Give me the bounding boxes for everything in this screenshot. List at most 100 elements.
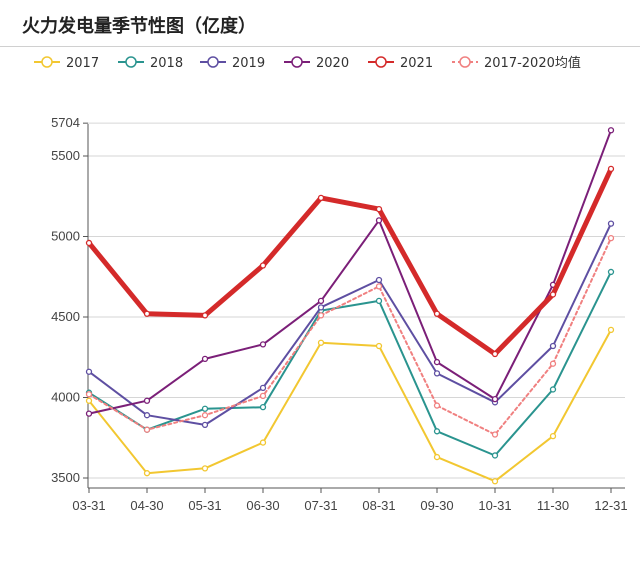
legend-swatch-marker: [291, 56, 303, 68]
data-point: [85, 397, 93, 404]
data-point: [375, 205, 383, 213]
data-point: [201, 405, 209, 412]
data-point: [607, 127, 615, 134]
grid-lines: [88, 122, 625, 479]
series-line: [88, 222, 612, 426]
data-point: [549, 386, 557, 393]
data-point: [433, 310, 441, 317]
data-point: [259, 404, 267, 411]
data-point: [259, 262, 267, 269]
data-point: [433, 370, 441, 377]
y-tick-label: 5000: [51, 229, 80, 244]
legend-label: 2021: [400, 56, 433, 71]
series-line: [88, 129, 612, 415]
legend-swatch-marker: [207, 56, 219, 68]
data-point: [491, 431, 499, 438]
data-point: [143, 470, 151, 477]
legend-label: 2017: [66, 56, 99, 71]
legend-swatch-marker: [459, 56, 471, 68]
data-point: [549, 342, 557, 350]
data-point: [607, 326, 615, 334]
series-line: [88, 270, 612, 457]
data-point: [607, 268, 615, 276]
x-tick-label: 04-30: [130, 498, 163, 513]
y-axis-ticks: 3500 4000 4500 5000 5500 5704: [51, 115, 88, 485]
y-tick-label: 3500: [51, 470, 80, 485]
data-point: [433, 358, 441, 366]
legend-swatch-marker: [125, 56, 137, 68]
data-point: [317, 312, 325, 319]
data-point: [375, 283, 383, 290]
data-point: [259, 439, 267, 446]
series-line: [88, 328, 612, 483]
data-point: [375, 342, 383, 350]
series-2020: [85, 127, 615, 417]
data-point: [143, 397, 151, 404]
series-2021: [85, 165, 615, 358]
x-tick-label: 10-31: [478, 498, 511, 513]
y-tick-label: 4500: [51, 309, 80, 324]
data-point: [317, 297, 325, 305]
data-point: [317, 304, 325, 311]
chart-title: 火力发电量季节性图（亿度）: [22, 16, 256, 37]
x-tick-label: 11-30: [537, 498, 569, 513]
legend-item[interactable]: 2017: [34, 56, 99, 71]
data-point: [549, 360, 557, 367]
data-point: [259, 384, 267, 391]
legend[interactable]: 2017 2018 2019 2020 2021 2017-2020均值: [34, 55, 581, 71]
data-point: [549, 291, 557, 298]
data-point: [607, 220, 615, 227]
data-point: [85, 391, 93, 398]
series-line: [86, 166, 614, 357]
title-divider: [0, 46, 640, 47]
x-tick-label: 05-31: [188, 498, 221, 513]
data-point: [433, 453, 441, 461]
y-tick-label: 4000: [51, 390, 80, 405]
data-point: [317, 339, 325, 346]
data-point: [259, 392, 267, 400]
data-point: [375, 276, 383, 284]
data-point: [375, 217, 383, 224]
data-point: [607, 234, 615, 242]
data-point: [433, 428, 441, 435]
legend-item[interactable]: 2017-2020均值: [452, 55, 581, 71]
legend-label: 2017-2020均值: [484, 55, 581, 71]
data-point: [143, 412, 151, 419]
legend-item[interactable]: 2018: [118, 56, 183, 71]
legend-label: 2018: [150, 56, 183, 71]
legend-item[interactable]: 2021: [368, 56, 433, 71]
legend-swatch-marker: [375, 56, 387, 68]
x-tick-label: 06-30: [246, 498, 279, 513]
x-tick-label: 09-30: [420, 498, 453, 513]
data-point: [317, 194, 325, 202]
data-point: [433, 402, 441, 409]
data-point: [143, 310, 151, 317]
data-point: [201, 412, 209, 419]
data-point: [607, 165, 615, 173]
y-tick-label: 5704: [51, 115, 80, 130]
series-2019: [85, 220, 615, 429]
series-2017-2020均值: [85, 234, 615, 438]
data-point: [201, 421, 209, 429]
data-point: [491, 478, 499, 485]
y-tick-label: 5500: [51, 148, 80, 163]
data-point: [201, 312, 209, 319]
legend-label: 2020: [316, 56, 349, 71]
x-tick-label: 03-31: [72, 498, 105, 513]
data-point: [85, 410, 93, 417]
data-point: [201, 355, 209, 363]
legend-item[interactable]: 2020: [284, 56, 349, 71]
data-point: [549, 432, 557, 440]
data-point: [143, 426, 151, 433]
x-tick-label: 08-31: [362, 498, 395, 513]
data-point: [85, 239, 93, 247]
legend-label: 2019: [232, 56, 265, 71]
series-line: [88, 237, 612, 436]
data-point: [201, 465, 209, 472]
legend-swatch-marker: [41, 56, 53, 68]
series-2017: [85, 326, 615, 485]
x-tick-label: 12-31: [594, 498, 627, 513]
legend-item[interactable]: 2019: [200, 56, 265, 71]
